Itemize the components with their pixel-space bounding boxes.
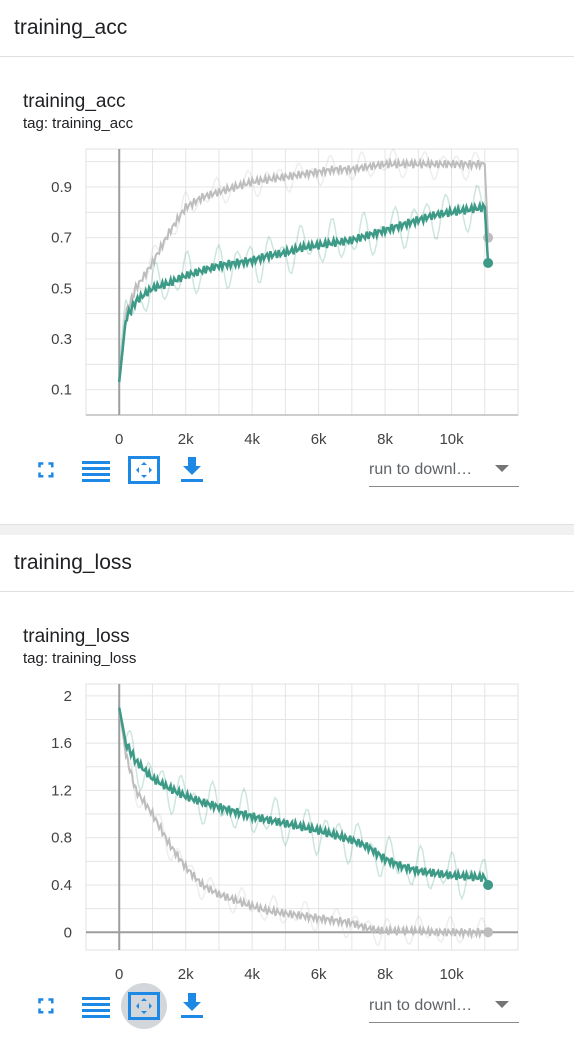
y-tick-label: 0: [64, 924, 72, 941]
download-button[interactable]: [176, 990, 208, 1022]
section-title: training_acc: [14, 16, 128, 39]
list-icon: [82, 461, 110, 482]
y-tick-label: 1.6: [51, 735, 72, 752]
section-divider: [0, 524, 574, 535]
series-end-point-1: [483, 232, 494, 243]
x-tick-label: 4k: [244, 431, 260, 448]
dropdown-arrow-icon: [495, 465, 509, 472]
chart-card-training-loss: training_loss tag: training_loss 0 2k 4k 6k…: [0, 592, 574, 1059]
card-tag: tag: training_acc: [23, 115, 134, 132]
dropdown-arrow-icon: [495, 1001, 509, 1008]
fullscreen-icon: [38, 998, 54, 1014]
list-icon: [82, 997, 110, 1018]
x-tick-label: 0: [115, 966, 123, 983]
y-tick-label: 0.7: [51, 230, 72, 247]
section-header-training-loss: training_loss: [0, 535, 574, 592]
run-select-value: run to downl…: [369, 461, 473, 478]
x-tick-label: 2k: [178, 966, 194, 983]
fit-domain-button[interactable]: [121, 983, 167, 1029]
series-line-1: [118, 156, 490, 383]
chart-card-training-acc: training_acc tag: training_acc 0 2k 4k 6k 8k…: [0, 57, 574, 524]
fullscreen-button[interactable]: [30, 990, 62, 1022]
download-icon: [181, 993, 203, 1018]
x-tick-label: 4k: [244, 966, 260, 983]
run-to-download-select[interactable]: run to downl…: [369, 990, 519, 1023]
x-tick-label: 8k: [377, 966, 393, 983]
y-tick-label: 0.9: [51, 179, 72, 196]
x-tick-label: 6k: [311, 966, 327, 983]
toggle-log-scale-button[interactable]: [80, 454, 112, 486]
series-line-0: [117, 200, 490, 383]
y-tick-label: 2: [64, 688, 72, 705]
download-icon: [181, 457, 203, 482]
series-end-point-0: [483, 879, 494, 890]
series-raw-line-0: [118, 184, 489, 383]
chart-plot[interactable]: 0 2k 4k 6k 8k 10k 0.1 0.3 0.5 0.7 0.9: [0, 57, 574, 507]
series-line-1: [118, 707, 489, 940]
y-tick-label: 0.1: [51, 382, 72, 399]
x-tick-label: 2k: [178, 431, 194, 448]
card-title: training_loss: [23, 626, 130, 647]
download-button[interactable]: [176, 454, 208, 486]
fit-to-data-icon: [128, 992, 160, 1020]
card-tag: tag: training_loss: [23, 650, 137, 667]
fullscreen-icon: [38, 462, 54, 478]
chart-plot[interactable]: 0 2k 4k 6k 8k 10k 0 0.4 0.8 1.2 1.6 2: [0, 592, 574, 1042]
section-header-training-acc: training_acc: [0, 0, 574, 57]
run-to-download-select[interactable]: run to downl…: [369, 454, 519, 487]
series-end-point-0: [483, 258, 494, 268]
x-tick-label: 6k: [311, 431, 327, 448]
x-tick-label: 0: [115, 431, 123, 448]
series-raw-line-1: [118, 147, 489, 376]
y-tick-label: 0.3: [51, 331, 72, 348]
run-select-value: run to downl…: [369, 997, 473, 1014]
x-tick-label: 10k: [439, 431, 464, 448]
y-tick-label: 0.8: [51, 830, 72, 847]
fit-domain-button[interactable]: [128, 454, 160, 486]
y-tick-label: 0.5: [51, 280, 72, 297]
fit-to-data-icon: [128, 456, 160, 484]
series-line-0: [117, 707, 490, 886]
y-tick-label: 0.4: [51, 877, 72, 894]
card-title: training_acc: [23, 91, 126, 112]
toggle-log-scale-button[interactable]: [80, 990, 112, 1022]
fullscreen-button[interactable]: [30, 454, 62, 486]
section-title: training_loss: [14, 551, 132, 574]
y-tick-label: 1.2: [51, 782, 72, 799]
x-tick-label: 8k: [377, 431, 393, 448]
series-end-point-1: [483, 927, 494, 938]
x-tick-label: 10k: [439, 966, 464, 983]
